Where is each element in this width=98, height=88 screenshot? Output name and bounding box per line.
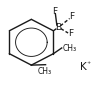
Text: B: B [55,23,61,32]
Text: CH₃: CH₃ [63,44,77,53]
Text: CH₃: CH₃ [38,67,52,76]
Text: F: F [52,7,57,15]
Text: ⁺: ⁺ [87,60,91,69]
Text: K: K [80,62,87,72]
Text: F: F [69,12,75,21]
Text: F: F [68,29,73,38]
